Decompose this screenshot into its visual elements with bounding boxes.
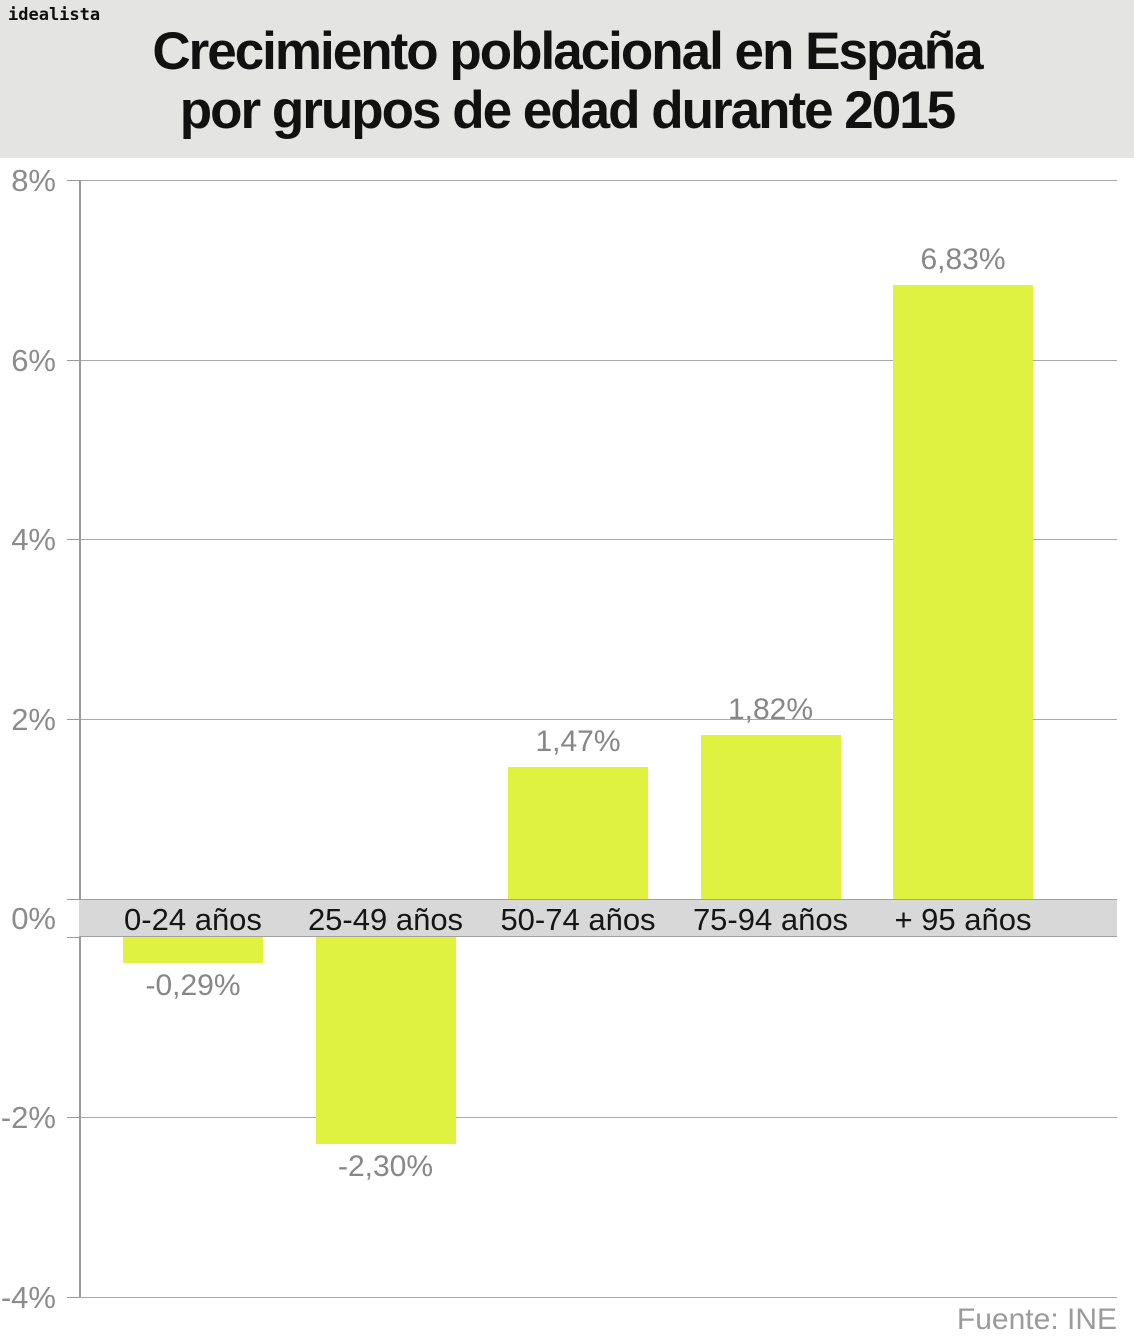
y-axis-tick xyxy=(67,1116,79,1118)
bar xyxy=(700,735,841,899)
bar-value-label: 1,82% xyxy=(727,693,814,727)
y-axis-tick xyxy=(67,937,79,938)
gridline xyxy=(79,359,1117,361)
y-axis-tick xyxy=(67,719,79,721)
gridline xyxy=(79,1296,1117,1298)
category-label: 50-74 años xyxy=(500,902,656,937)
y-tick-label: 0% xyxy=(11,901,56,936)
bar xyxy=(508,766,648,899)
y-axis-tick xyxy=(67,359,79,361)
gridline xyxy=(79,1116,1117,1118)
y-tick-label: 8% xyxy=(11,162,56,198)
y-tick-label: -4% xyxy=(0,1279,56,1315)
chart-title-line1: Crecimiento poblacional en España xyxy=(152,22,983,81)
header-band: idealista Crecimiento poblacional en Esp… xyxy=(0,0,1134,158)
source-label: Fuente: INE xyxy=(956,1303,1117,1336)
category-label: 25-49 años xyxy=(307,902,464,937)
bar xyxy=(315,937,456,1144)
gridline xyxy=(79,179,1117,181)
zero-axis-band xyxy=(79,899,1117,937)
y-axis-tick xyxy=(67,1296,79,1298)
bar xyxy=(893,284,1033,899)
chart-title-line2: por grupos de edad durante 2015 xyxy=(179,81,956,140)
category-label: 75-94 años xyxy=(692,902,849,937)
y-tick-label: 4% xyxy=(11,522,56,558)
gridline xyxy=(79,539,1117,541)
y-tick-label: -2% xyxy=(0,1099,56,1135)
category-label: + 95 años xyxy=(894,902,1032,937)
y-tick-label: 2% xyxy=(11,702,56,738)
y-axis-tick xyxy=(67,899,79,900)
bar xyxy=(123,937,263,964)
bar-value-label: -2,30% xyxy=(337,1149,434,1183)
bar-value-label: 6,83% xyxy=(920,242,1006,276)
y-axis-line xyxy=(79,179,81,1297)
chart-title: Crecimiento poblacional en España por gr… xyxy=(0,22,1134,140)
gridline xyxy=(79,719,1117,721)
bar-value-label: -0,29% xyxy=(145,969,241,1003)
category-label: 0-24 años xyxy=(124,902,262,937)
y-axis-tick xyxy=(67,179,79,181)
idealista-logo: idealista xyxy=(8,5,101,25)
y-tick-label: 6% xyxy=(11,342,56,378)
bar-value-label: 1,47% xyxy=(535,724,621,758)
y-axis-tick xyxy=(67,539,79,541)
